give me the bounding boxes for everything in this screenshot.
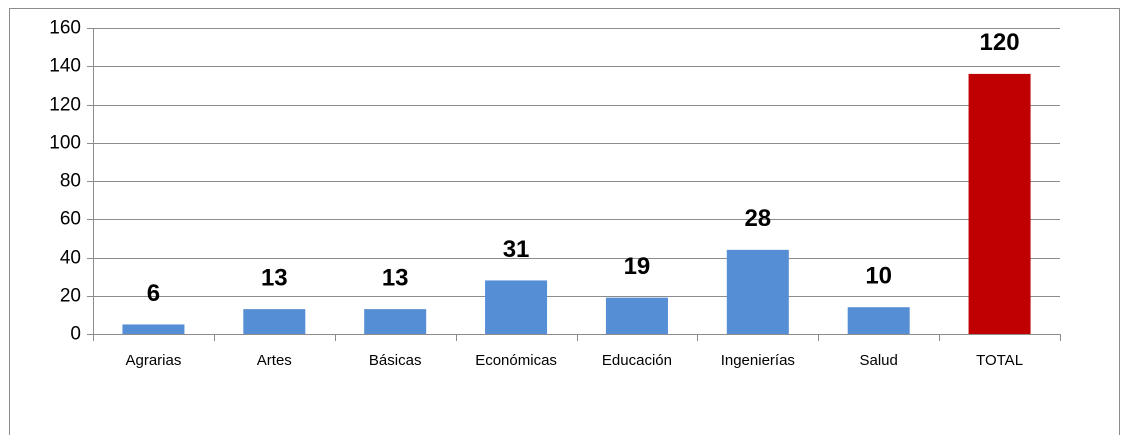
bar xyxy=(726,249,789,334)
bar xyxy=(122,324,185,334)
y-tick-label: 100 xyxy=(49,133,81,154)
bar xyxy=(485,280,548,334)
data-label: 28 xyxy=(744,205,771,232)
data-label: 19 xyxy=(624,253,651,280)
y-tick-label: 60 xyxy=(60,209,81,230)
y-tick-label: 120 xyxy=(49,95,81,116)
y-tick-label: 160 xyxy=(49,18,81,39)
x-tick-label: Educación xyxy=(602,352,672,369)
bar xyxy=(968,73,1031,335)
x-tick-label: Salud xyxy=(860,352,898,369)
data-label: 6 xyxy=(147,280,160,307)
data-label: 120 xyxy=(980,29,1020,56)
x-tick-label: Agrarias xyxy=(126,352,182,369)
x-tick-label: Ingenierías xyxy=(721,352,795,369)
bar xyxy=(243,309,306,334)
chart-frame xyxy=(9,8,1120,435)
y-tick-label: 40 xyxy=(60,248,81,269)
y-tick-label: 0 xyxy=(70,324,81,345)
x-tick-label: TOTAL xyxy=(976,352,1023,369)
y-tick-label: 140 xyxy=(49,56,81,77)
y-tick-label: 20 xyxy=(60,286,81,307)
data-label: 10 xyxy=(865,263,892,290)
data-label: 13 xyxy=(261,264,288,291)
y-tick-label: 80 xyxy=(60,171,81,192)
x-tick-label: Económicas xyxy=(475,352,557,369)
data-label: 31 xyxy=(503,236,530,263)
bar xyxy=(605,297,668,334)
bar xyxy=(364,309,427,334)
x-tick-label: Básicas xyxy=(369,352,422,369)
x-tick-label: Artes xyxy=(257,352,292,369)
bar xyxy=(847,307,910,334)
data-label: 13 xyxy=(382,264,409,291)
